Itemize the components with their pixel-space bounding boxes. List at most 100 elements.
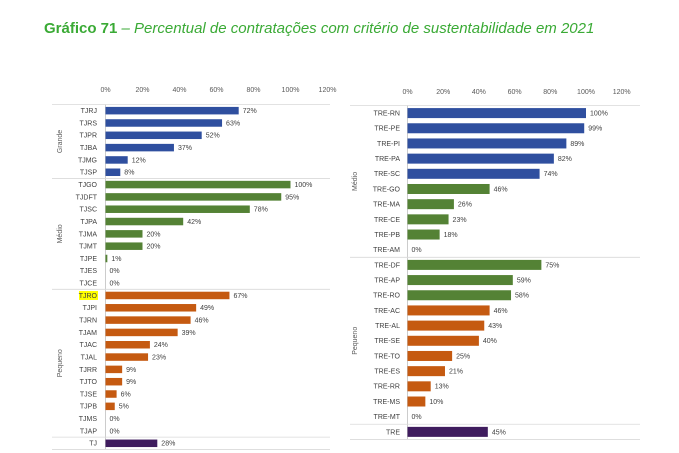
group-label: Pequeno xyxy=(352,327,359,355)
data-label: 20% xyxy=(147,231,161,238)
data-label: 89% xyxy=(570,141,584,148)
category-label: TJPR xyxy=(80,133,98,140)
x-tick-label: 40% xyxy=(472,89,486,96)
data-label: 6% xyxy=(121,391,131,398)
bar xyxy=(407,320,485,331)
data-label: 58% xyxy=(515,293,529,300)
data-label: 95% xyxy=(285,194,299,201)
x-tick-label: 20% xyxy=(436,89,450,96)
data-label: 10% xyxy=(429,399,443,406)
data-label: 23% xyxy=(152,354,166,361)
data-label: 13% xyxy=(435,384,449,391)
category-label: TRE-SC xyxy=(374,171,400,178)
bar xyxy=(105,353,149,361)
category-label: TJRR xyxy=(79,367,97,374)
category-label: TJPB xyxy=(80,404,97,411)
category-label: TRE xyxy=(386,429,400,436)
bar xyxy=(407,153,554,164)
category-label: TRE-RO xyxy=(373,293,400,300)
data-label: 0% xyxy=(110,281,120,288)
category-label: TRE-PA xyxy=(375,156,400,163)
category-label: TRE-AP xyxy=(374,277,400,284)
data-label: 24% xyxy=(154,342,168,349)
category-label: TJRO xyxy=(79,293,98,300)
x-tick-label: 60% xyxy=(508,89,522,96)
bar xyxy=(105,291,230,300)
data-label: 43% xyxy=(488,323,502,330)
data-label: 0% xyxy=(110,428,120,435)
data-label: 23% xyxy=(453,217,467,224)
data-label: 49% xyxy=(200,305,214,312)
bar xyxy=(105,439,158,448)
x-tick-label: 0% xyxy=(402,89,412,96)
data-label: 0% xyxy=(412,414,422,421)
category-label: TRE-RR xyxy=(374,384,400,391)
category-label: TRE-SE xyxy=(374,338,400,345)
bar xyxy=(105,106,239,115)
bar xyxy=(105,304,197,312)
category-label: TRE-GO xyxy=(373,186,401,193)
data-label: 100% xyxy=(295,182,313,189)
data-label: 46% xyxy=(494,308,508,315)
category-label: TRE-PE xyxy=(374,126,400,133)
data-label: 5% xyxy=(119,404,129,411)
category-label: TJAP xyxy=(80,428,97,435)
bar xyxy=(105,230,143,238)
category-label: TJBA xyxy=(80,145,97,152)
category-label: TRE-MS xyxy=(373,399,400,406)
data-label: 82% xyxy=(558,156,572,163)
figure-number: Gráfico 71 xyxy=(44,20,118,37)
category-label: TJSC xyxy=(80,207,98,214)
bar xyxy=(407,259,542,270)
category-label: TJRJ xyxy=(81,108,97,115)
category-label: TRE-AL xyxy=(375,323,400,330)
data-label: 39% xyxy=(182,330,196,337)
x-tick-label: 80% xyxy=(543,89,557,96)
category-label: TJGO xyxy=(78,182,97,189)
group-label: Pequeno xyxy=(57,349,64,377)
category-label: TRE-PB xyxy=(374,232,400,239)
bar xyxy=(105,180,291,189)
data-label: 12% xyxy=(132,157,146,164)
right-chart-tre: 0% 20% 40% 60% 80% 100% 120% TRE-RN 100% TRE-PE 99… xyxy=(350,89,640,440)
bar xyxy=(407,108,586,119)
data-label: 74% xyxy=(544,171,558,178)
bar xyxy=(105,328,178,337)
x-tick-label: 100% xyxy=(282,87,300,94)
category-label: TJAL xyxy=(81,354,97,361)
data-label: 1% xyxy=(111,256,121,263)
bar xyxy=(105,156,128,164)
bar xyxy=(407,123,585,134)
category-label: TJAC xyxy=(80,342,98,349)
bar xyxy=(105,254,108,263)
category-label: TJPE xyxy=(80,256,97,263)
data-label: 9% xyxy=(126,379,136,386)
category-label: TJSE xyxy=(80,391,97,398)
category-label: TJDFT xyxy=(76,194,98,201)
bar xyxy=(105,390,117,398)
bar xyxy=(105,365,123,374)
category-label: TRE-AC xyxy=(374,308,400,315)
category-label: TJES xyxy=(80,268,97,275)
figure-caption: – Percentual de contratações com critéri… xyxy=(117,20,595,37)
x-tick-label: 120% xyxy=(319,87,337,94)
group-label: Grande xyxy=(57,130,64,153)
bar xyxy=(105,168,121,177)
x-tick-label: 20% xyxy=(135,87,149,94)
data-label: 100% xyxy=(590,110,608,117)
bar xyxy=(105,316,191,324)
left-chart-tj: 0% 20% 40% 60% 80% 100% 120% TJRJ 72% TJRS 63% TJPR… xyxy=(52,87,337,450)
data-label: 75% xyxy=(545,262,559,269)
bar xyxy=(407,381,431,392)
category-label: TJMG xyxy=(78,157,97,164)
data-label: 46% xyxy=(494,186,508,193)
bar xyxy=(407,138,567,149)
bar xyxy=(407,290,512,301)
category-label: TRE-DF xyxy=(374,262,400,269)
bar xyxy=(105,340,150,349)
data-label: 26% xyxy=(458,202,472,209)
data-label: 99% xyxy=(588,126,602,133)
category-label: TRE-CE xyxy=(374,217,400,224)
category-label: TJMS xyxy=(79,416,98,423)
